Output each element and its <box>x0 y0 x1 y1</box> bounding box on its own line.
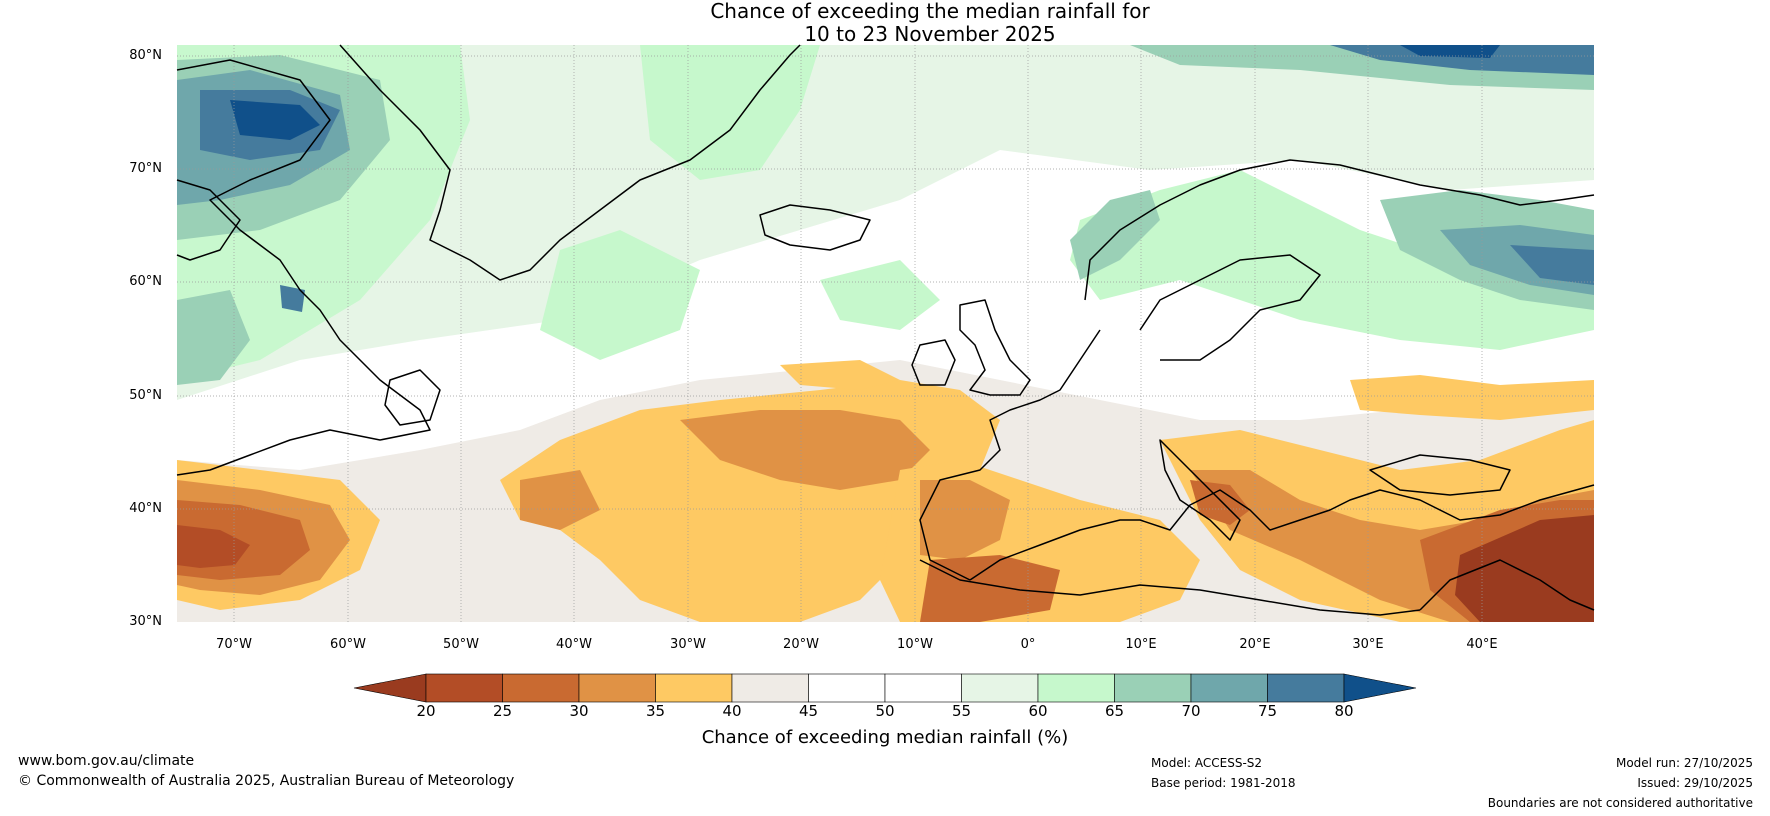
lat-label: 30°N <box>129 614 162 629</box>
colorbar-tick-label: 35 <box>645 702 666 720</box>
colorbar-tick-label: 25 <box>492 702 513 720</box>
lon-label: 50°W <box>443 637 479 652</box>
colorbar-tick-label: 55 <box>951 702 972 720</box>
coast-baffin-canada <box>176 59 431 476</box>
colorbar-tick-label: 80 <box>1334 702 1354 720</box>
colorbar-segment <box>1190 673 1268 703</box>
graticule <box>177 45 1594 622</box>
lon-label: 20°E <box>1239 637 1271 652</box>
field-light-green-north <box>177 45 1594 400</box>
coast-europe-atlantic <box>919 329 1101 581</box>
field-orange-atlantic-south <box>680 410 930 490</box>
colorbar <box>353 673 1417 703</box>
website-link[interactable]: www.bom.gov.au/climate <box>18 753 195 769</box>
field-orange-iberia <box>920 480 1010 560</box>
lon-label: 70°W <box>216 637 252 652</box>
coast-italy <box>1159 439 1241 541</box>
lon-label: 10°W <box>897 637 933 652</box>
coast-ireland <box>911 339 956 386</box>
field-darkblue-arctic-ne <box>1330 45 1594 75</box>
coast-hudson <box>176 179 241 261</box>
field-green-greenland-east <box>640 45 820 180</box>
colorbar-segment <box>425 673 503 703</box>
colorbar-over-arrow <box>1343 673 1417 703</box>
lon-label: 40°W <box>556 637 592 652</box>
colorbar-tick-label: 30 <box>569 702 589 720</box>
colorbar-segment <box>961 673 1039 703</box>
colorbar-tick-label: 75 <box>1257 702 1278 720</box>
probability-fields <box>177 45 1594 622</box>
title-line-1: Chance of exceeding the median rainfall … <box>710 0 1150 23</box>
title-line-2: 10 to 23 November 2025 <box>804 22 1056 46</box>
field-green-atlantic <box>540 230 700 360</box>
lon-label: 10°E <box>1125 637 1157 652</box>
lat-label: 50°N <box>129 388 162 403</box>
lat-label: 70°N <box>129 161 162 176</box>
field-navy-baffin <box>230 100 320 140</box>
copyright-text: © Commonwealth of Australia 2025, Austra… <box>18 773 515 789</box>
colorbar-segment <box>884 673 962 703</box>
lon-label: 40°E <box>1466 637 1498 652</box>
colorbar-tick-label: 20 <box>416 702 436 720</box>
coast-north-africa <box>919 559 1421 616</box>
coast-red-sea <box>1419 559 1595 611</box>
colorbar-segment <box>1037 673 1115 703</box>
lat-label: 60°N <box>129 274 162 289</box>
coast-scandinavia <box>1084 159 1595 301</box>
field-darkrust-middle-east <box>1455 515 1594 622</box>
field-yellow-eastern-europe <box>1350 375 1594 420</box>
lat-label: 80°N <box>129 48 162 63</box>
coast-britain <box>959 299 1031 396</box>
field-darkrust-west <box>177 525 250 568</box>
colorbar-tick-label: 50 <box>875 702 895 720</box>
field-rust-adriatic <box>1190 480 1250 525</box>
coast-baltic <box>1139 254 1321 361</box>
colorbar-title: Chance of exceeding median rainfall (%) <box>701 727 1069 748</box>
lon-label: 30°E <box>1352 637 1384 652</box>
colorbar-tick-label: 65 <box>1104 702 1125 720</box>
lon-label: 0° <box>1020 637 1036 652</box>
colorbar-segment <box>1267 673 1345 703</box>
field-darkblue-russia <box>1510 245 1594 285</box>
base-period: Base period: 1981-2018 <box>1151 776 1296 790</box>
colorbar-tick-label: 40 <box>722 702 742 720</box>
coast-greenland <box>339 44 801 281</box>
model-name: Model: ACCESS-S2 <box>1151 756 1263 770</box>
colorbar-under-arrow <box>353 673 427 703</box>
coast-black-sea <box>1369 454 1511 496</box>
field-teal-labrador <box>177 290 250 385</box>
field-orange-atlantic-2 <box>520 470 600 530</box>
lon-label: 60°W <box>330 637 366 652</box>
issued-date: Issued: 29/10/2025 <box>1637 776 1753 790</box>
lon-label: 20°W <box>783 637 819 652</box>
field-green-scandinavia <box>1070 170 1594 350</box>
boundaries-disclaimer: Boundaries are not considered authoritat… <box>1487 796 1753 810</box>
colorbar-segment <box>502 673 580 703</box>
coast-newfoundland <box>384 369 441 426</box>
lat-label: 40°N <box>129 501 162 516</box>
coast-iceland <box>759 204 871 251</box>
coastlines <box>176 44 1595 616</box>
colorbar-segment <box>578 673 656 703</box>
field-steel-labrador <box>280 285 305 312</box>
model-run-date: Model run: 27/10/2025 <box>1615 756 1753 770</box>
colorbar-tick-label: 70 <box>1181 702 1201 720</box>
colorbar-segment <box>808 673 886 703</box>
coast-mediterranean <box>969 484 1595 581</box>
colorbar-segment <box>655 673 733 703</box>
colorbar-tick-label: 60 <box>1028 702 1048 720</box>
lon-label: 30°W <box>670 637 706 652</box>
colorbar-tick-label: 45 <box>798 702 819 720</box>
colorbar-segment <box>731 673 809 703</box>
field-navy-arctic-ne <box>1400 45 1500 58</box>
field-green-atlantic-2 <box>820 260 940 330</box>
field-yellow-nw-britain <box>780 360 900 390</box>
colorbar-segment <box>1114 673 1192 703</box>
